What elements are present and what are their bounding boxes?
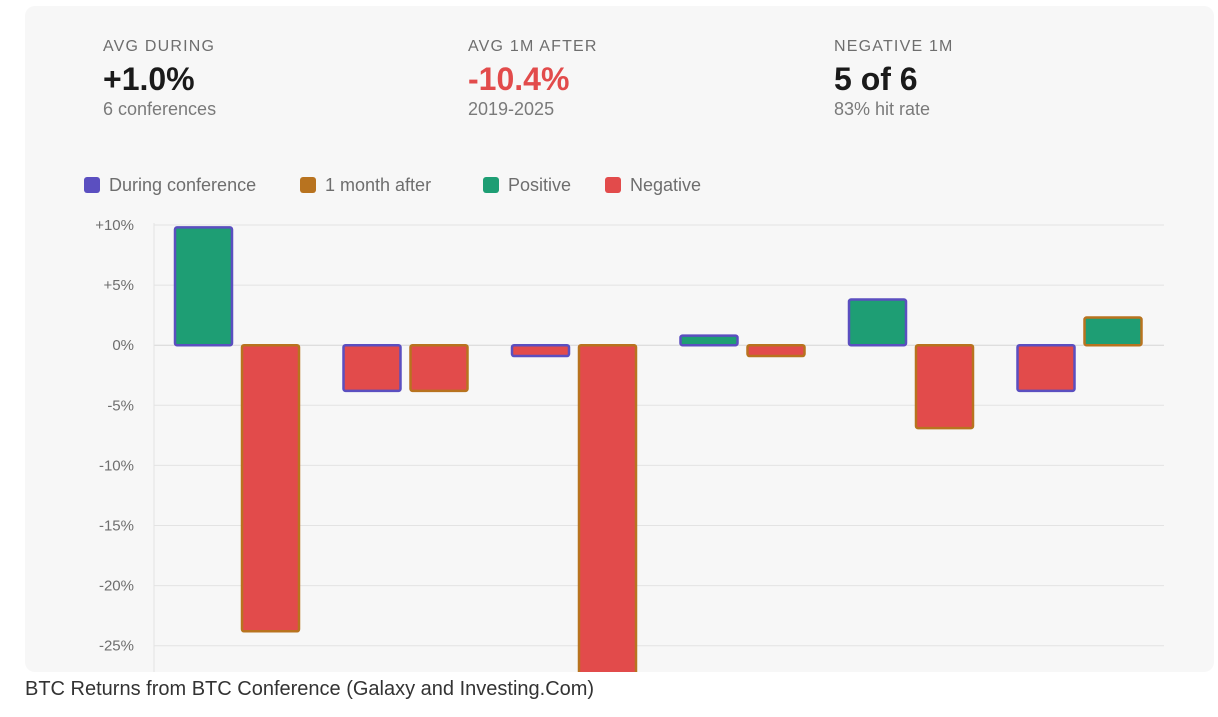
bar-after-6 xyxy=(1083,316,1143,347)
bar-during-6 xyxy=(1016,343,1076,393)
stat-sub: 6 conferences xyxy=(103,99,217,119)
bar-during-1 xyxy=(173,226,234,347)
legend-label: During conference xyxy=(109,175,257,195)
stat-label: AVG DURING xyxy=(103,38,216,55)
y-tick-label: 0% xyxy=(112,337,134,354)
y-tick-label: -10% xyxy=(99,457,134,474)
y-tick-label: +10% xyxy=(95,217,134,234)
y-tick-label: +5% xyxy=(104,277,134,294)
y-tick-label: -25% xyxy=(99,638,134,655)
stat-label: AVG 1M AFTER xyxy=(468,38,598,55)
bar-during-5 xyxy=(847,298,908,347)
bar-during-3 xyxy=(510,343,571,358)
legend-swatch-during xyxy=(84,177,100,193)
legend-label: 1 month after xyxy=(325,175,432,195)
chart-card: AVG DURING +1.0% 6 conferences AVG 1M AF… xyxy=(25,6,1214,672)
bar-during-2 xyxy=(342,343,402,393)
y-tick-label: -20% xyxy=(99,578,134,595)
bar-chart: +10% +5% 0% -5% -10% -15% -20% -25% xyxy=(95,217,1164,672)
y-tick-label: -5% xyxy=(107,397,134,414)
stat-sub: 2019-2025 xyxy=(468,99,555,119)
bar-after-1 xyxy=(240,343,301,633)
legend-label: Positive xyxy=(508,175,572,195)
y-tick-label: -15% xyxy=(99,518,134,535)
legend-label: Negative xyxy=(630,175,702,195)
legend-swatch-negative xyxy=(605,177,621,193)
bar-after-5 xyxy=(914,343,975,430)
stat-sub: 83% hit rate xyxy=(834,99,931,119)
stat-value: -10.4% xyxy=(468,61,570,97)
bar-after-2 xyxy=(409,343,469,393)
legend-swatch-after xyxy=(300,177,316,193)
bar-after-4 xyxy=(746,343,806,358)
stat-label: NEGATIVE 1M xyxy=(834,38,954,55)
stat-value: 5 of 6 xyxy=(834,61,918,97)
bar-during-4 xyxy=(679,334,739,347)
stat-avg-1m-after: AVG 1M AFTER -10.4% 2019-2025 xyxy=(468,38,598,119)
stat-negative-1m: NEGATIVE 1M 5 of 6 83% hit rate xyxy=(834,38,954,119)
stat-value: +1.0% xyxy=(103,61,195,97)
bar-after-3 xyxy=(577,343,638,672)
legend-swatch-positive xyxy=(483,177,499,193)
stat-avg-during: AVG DURING +1.0% 6 conferences xyxy=(103,38,216,119)
figure-caption: BTC Returns from BTC Conference (Galaxy … xyxy=(25,678,595,700)
